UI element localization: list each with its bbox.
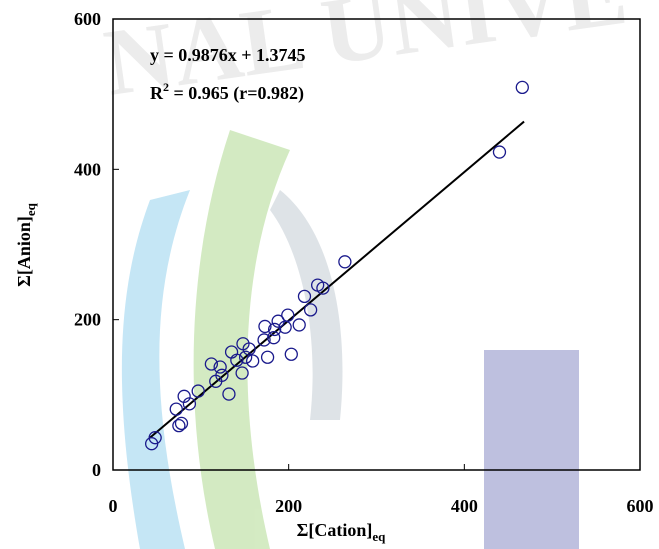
y-label-main: Σ[Anion]	[14, 216, 34, 287]
x-tick-label: 600	[627, 496, 654, 516]
data-point	[515, 80, 529, 95]
y-tick-label: 400	[74, 159, 101, 179]
r2-base: R	[150, 83, 164, 103]
data-point	[258, 319, 272, 334]
fit-line	[149, 120, 525, 439]
y-tick-label: 0	[92, 460, 101, 480]
equation: y = 0.9876x + 1.3745	[150, 45, 306, 65]
data-point	[281, 308, 295, 322]
data-point	[242, 342, 256, 356]
data-point	[182, 397, 197, 411]
data-point	[230, 353, 244, 367]
x-tick-label: 400	[451, 496, 478, 516]
data-point	[174, 416, 189, 431]
data-point	[292, 318, 306, 332]
watermark-swoosh-green	[193, 130, 290, 549]
plot-frame	[112, 18, 641, 471]
watermark-shapes	[121, 130, 579, 549]
y-tick-label: 600	[74, 9, 101, 29]
x-tick-label: 200	[275, 496, 302, 516]
x-label-main: Σ[Cation]	[297, 520, 373, 540]
x-axis-label: Σ[Cation]eq	[297, 520, 387, 544]
data-point	[267, 331, 281, 345]
data-point	[284, 347, 298, 361]
watermark-swoosh-blue	[121, 190, 190, 549]
data-point	[297, 289, 312, 304]
data-point	[260, 350, 275, 364]
data-point	[169, 402, 183, 416]
r2-rest: = 0.965 (r=0.982)	[169, 83, 304, 104]
data-point	[222, 387, 236, 401]
data-point	[257, 333, 271, 347]
watermark-swoosh-grey	[270, 190, 343, 420]
data-point	[213, 360, 227, 374]
data-point	[303, 303, 318, 317]
x-tick-label: 0	[109, 496, 118, 516]
data-point	[246, 354, 260, 368]
y-tick-label: 200	[74, 310, 101, 330]
data-point	[267, 322, 282, 337]
x-label-sub: eq	[372, 529, 386, 544]
data-point	[148, 431, 162, 445]
data-point	[492, 145, 507, 159]
data-point	[215, 368, 229, 382]
data-point	[172, 419, 186, 433]
y-label-sub: eq	[23, 202, 38, 216]
data-point	[238, 350, 253, 364]
data-point	[338, 255, 352, 269]
y-axis-label: Σ[Anion]eq	[14, 202, 38, 287]
r-squared: R2 = 0.965 (r=0.982)	[150, 80, 304, 104]
data-point	[191, 384, 205, 398]
data-point	[316, 281, 330, 295]
data-point	[204, 357, 219, 371]
r2-sup: 2	[163, 80, 169, 94]
data-point	[235, 366, 249, 380]
watermark-block	[484, 350, 579, 549]
